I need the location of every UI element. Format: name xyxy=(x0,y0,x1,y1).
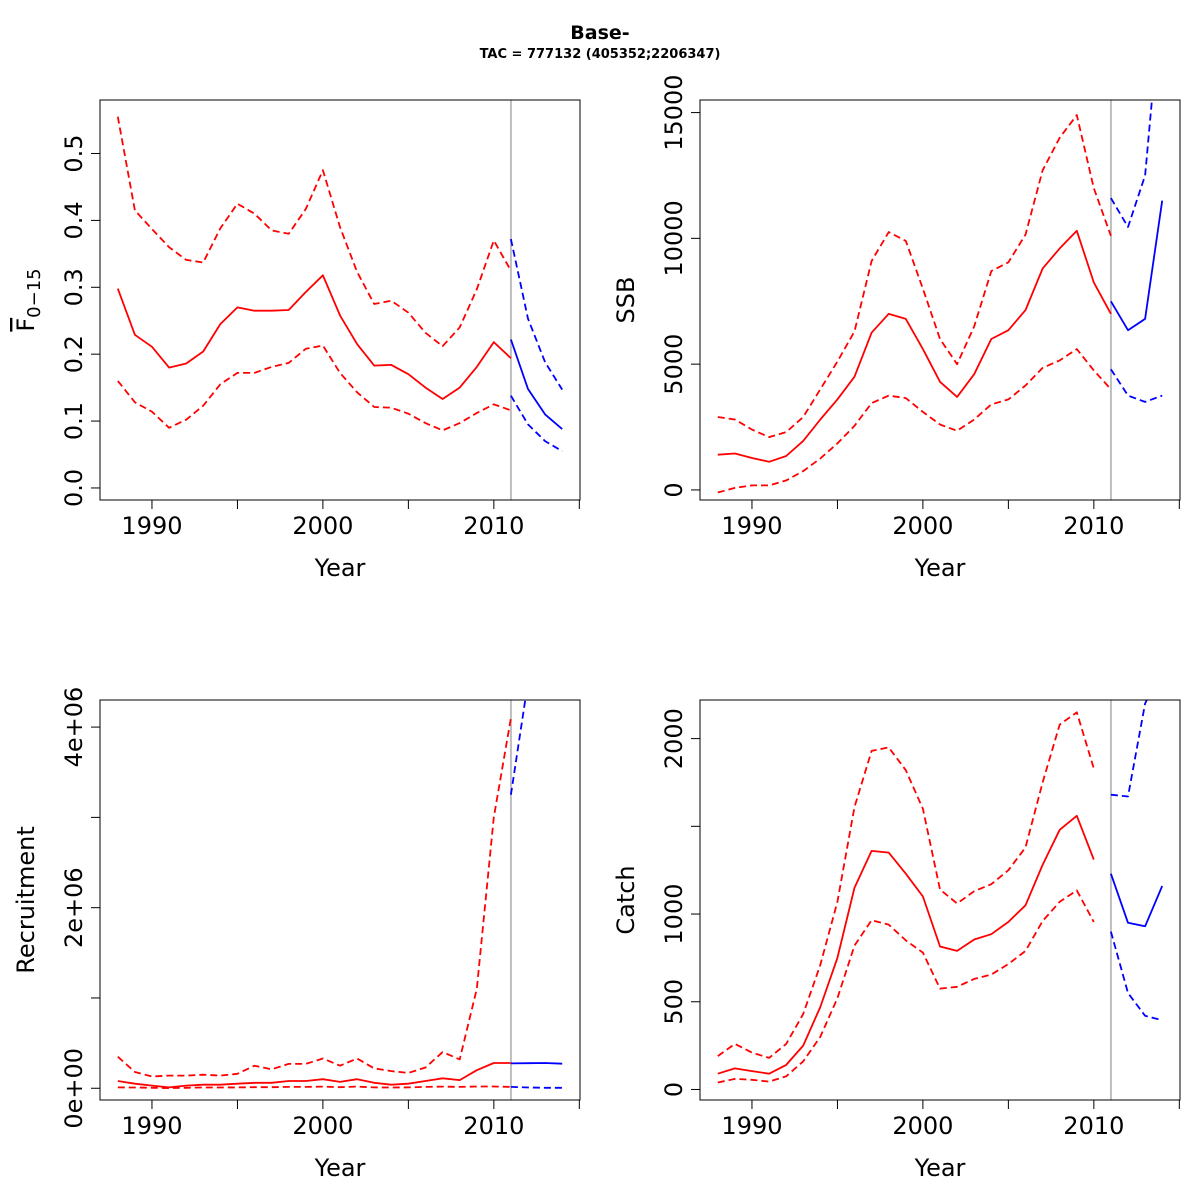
series-line-projection-median-3 xyxy=(1110,200,1164,332)
series-line-historical-bound-1 xyxy=(117,717,512,1078)
series-group xyxy=(717,700,1164,1084)
y-axis-label: Recruitment xyxy=(12,826,40,973)
series-line-historical-bound-2 xyxy=(717,348,1112,494)
x-tick-label: 2010 xyxy=(463,1112,524,1140)
x-tick-label: 2000 xyxy=(892,512,953,540)
x-tick-label: 1990 xyxy=(721,512,782,540)
panel-ssb: 1990 2000 2010 Year 0 5000 10000 15000 SSB xyxy=(612,74,1181,582)
series-line-projection-bound-4 xyxy=(510,700,527,795)
series-line-historical-bound-2 xyxy=(717,889,1095,1084)
series-group xyxy=(717,100,1164,494)
x-tick-label: 2010 xyxy=(1063,1112,1124,1140)
series-line-projection-median-3 xyxy=(1110,873,1164,928)
x-tick-label: 2000 xyxy=(292,1112,353,1140)
figure-title: Base- xyxy=(570,22,630,44)
y-axis-label: Catch xyxy=(612,865,640,934)
y-tick-label: 0.3 xyxy=(60,268,88,306)
panel-catch: 1990 2000 2010 Year 0 500 1000 2000 Catch xyxy=(612,699,1181,1182)
y-axis-label: F0−15 xyxy=(12,268,45,331)
y-tick-label: 0.4 xyxy=(60,201,88,239)
x-tick-label: 2000 xyxy=(892,1112,953,1140)
x-axis-label: Year xyxy=(914,554,966,582)
series-line-projection-bound-5 xyxy=(510,395,563,452)
series-line-projection-bound-5 xyxy=(1110,368,1163,403)
series-line-projection-bound-4 xyxy=(1110,100,1153,228)
y-tick-label: 5000 xyxy=(660,334,688,395)
y-tick-label: 10000 xyxy=(660,200,688,276)
y-tick-label: 1000 xyxy=(660,883,688,944)
x-axis-label: Year xyxy=(914,1154,966,1182)
series-line-projection-bound-4 xyxy=(1110,700,1148,798)
series-line-projection-bound-5 xyxy=(1110,931,1163,1022)
series-line-historical-bound-1 xyxy=(717,114,1112,439)
series-line-projection-median-3 xyxy=(510,1062,563,1065)
plot-frame xyxy=(99,99,581,501)
y-tick-label: 0.2 xyxy=(60,335,88,373)
series-line-historical-median-0 xyxy=(116,274,512,400)
y-tick-label: 0 xyxy=(660,482,688,497)
plot-frame xyxy=(99,699,581,1101)
y-tick-label: 4e+06 xyxy=(60,687,88,768)
y-tick-label: 2e+06 xyxy=(60,867,88,948)
plot-frame xyxy=(699,99,1181,501)
y-axis-label: SSB xyxy=(612,277,640,324)
x-tick-label: 2000 xyxy=(292,512,353,540)
series-line-historical-bound-1 xyxy=(116,116,512,348)
y-tick-label: 0.1 xyxy=(60,402,88,440)
series-group xyxy=(117,700,563,1089)
y-tick-label: 500 xyxy=(660,979,688,1025)
x-tick-label: 1990 xyxy=(721,1112,782,1140)
x-axis-label: Year xyxy=(314,1154,366,1182)
plot-frame xyxy=(699,699,1181,1101)
series-line-projection-median-3 xyxy=(510,339,563,430)
series-group xyxy=(116,116,563,452)
y-axis-label-subscript: 0−15 xyxy=(24,268,45,317)
figure-subtitle: TAC = 777132 (405352;2206347) xyxy=(479,47,721,62)
y-tick-label: 0.0 xyxy=(60,469,88,507)
x-axis-label: Year xyxy=(314,554,366,582)
panel-fbar: 1990 2000 2010 Year 0.0 0.1 0.2 0.3 0.4 0.5 F0−15 xyxy=(12,99,581,582)
y-tick-label: 2000 xyxy=(660,708,688,769)
y-tick-label: 0 xyxy=(660,1082,688,1097)
series-line-projection-bound-5 xyxy=(510,1086,563,1089)
x-tick-label: 2010 xyxy=(463,512,524,540)
y-tick-label: 15000 xyxy=(660,74,688,150)
y-tick-label: 0.5 xyxy=(60,134,88,172)
y-tick-label: 0e+00 xyxy=(60,1048,88,1129)
series-line-historical-median-0 xyxy=(117,1062,511,1089)
x-tick-label: 1990 xyxy=(121,512,182,540)
series-line-historical-median-0 xyxy=(717,814,1095,1075)
x-tick-label: 1990 xyxy=(121,1112,182,1140)
series-line-historical-bound-2 xyxy=(117,344,512,432)
y-axis-label-base: F xyxy=(12,318,40,332)
series-line-historical-bound-1 xyxy=(717,711,1095,1059)
series-line-historical-median-0 xyxy=(717,229,1112,463)
panel-recruitment: 1990 2000 2010 Year 0e+00 2e+06 4e+06 Recruitme… xyxy=(12,687,581,1182)
series-line-projection-bound-4 xyxy=(510,238,563,391)
x-tick-label: 2010 xyxy=(1063,512,1124,540)
